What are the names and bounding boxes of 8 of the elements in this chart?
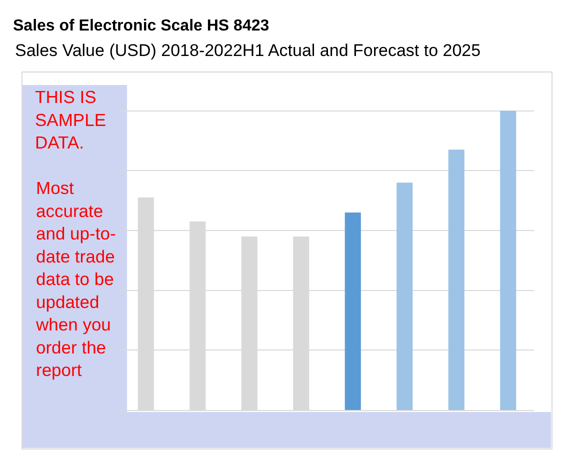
bar: [500, 110, 516, 410]
text: Most accurate and up-to-date trade data to be updated when you order the report: [36, 178, 116, 380]
bar: [344, 212, 361, 410]
bar: [396, 182, 413, 410]
bar: [448, 150, 464, 410]
chart-subtitle: Sales Value (USD) 2018-2022H1 Actual and Forecast to 2025: [15, 41, 481, 60]
text: THIS IS SAMPLE DATA.: [35, 87, 106, 152]
chart-title: Sales of Electronic Scale HS 8423: [13, 18, 270, 35]
